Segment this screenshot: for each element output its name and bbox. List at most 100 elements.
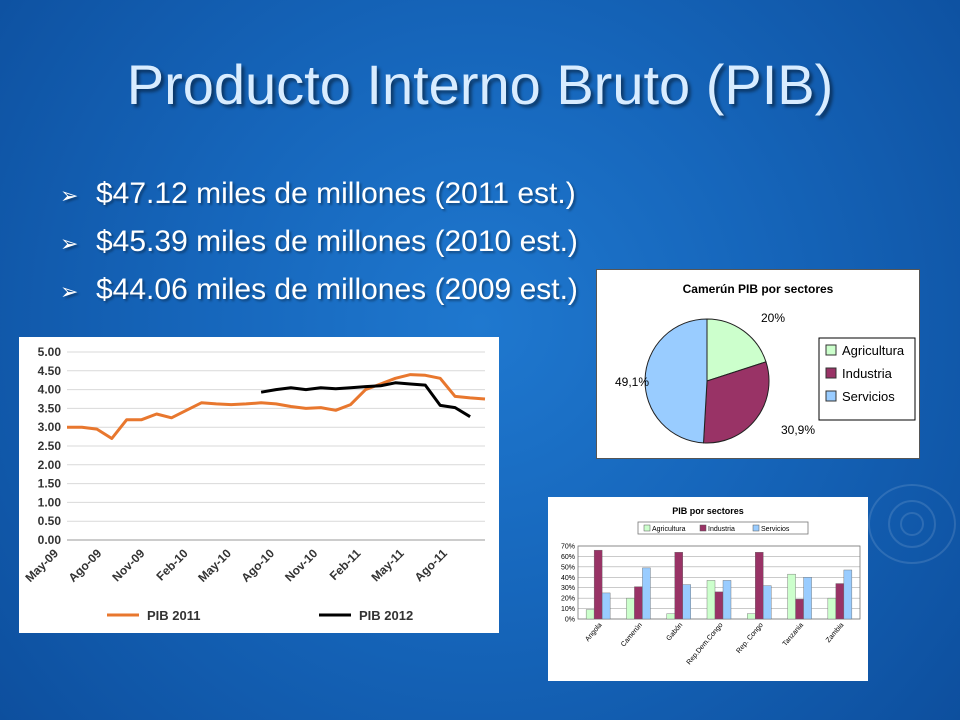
y-tick-label: 0% bbox=[565, 617, 575, 624]
legend-swatch bbox=[643, 524, 651, 532]
x-tick-label: Rep.Dem.Congo bbox=[686, 622, 725, 667]
y-tick-label: 2.50 bbox=[38, 439, 62, 453]
bullet-list: ➢ $47.12 miles de millones (2011 est.) ➢ $… bbox=[60, 170, 578, 314]
x-tick-label: Camerún bbox=[620, 622, 644, 649]
bar bbox=[763, 585, 772, 620]
y-tick-label: 50% bbox=[561, 564, 575, 571]
legend-label: Industria bbox=[708, 526, 735, 533]
bar bbox=[682, 584, 691, 620]
bar-chart-panel: PIB por sectores Agricultura Industria Serv… bbox=[548, 497, 868, 681]
x-tick-label: Nov-09 bbox=[109, 546, 147, 584]
y-tick-label: 0.50 bbox=[38, 514, 62, 528]
x-tick-label: Angola bbox=[584, 622, 603, 643]
y-tick-label: 40% bbox=[561, 575, 575, 582]
ripple-decoration bbox=[868, 484, 956, 564]
y-tick-label: 70% bbox=[561, 544, 575, 551]
bar bbox=[787, 573, 796, 620]
bar bbox=[666, 613, 675, 620]
series-line bbox=[260, 381, 471, 418]
bullet-item: ➢ $44.06 miles de millones (2009 est.) bbox=[60, 266, 578, 314]
x-tick-label: Ago-09 bbox=[66, 546, 105, 585]
ripple-decoration bbox=[900, 512, 924, 536]
bar bbox=[674, 552, 683, 620]
line-chart-panel: 5.00 4.50 4.00 3.50 3.00 2.50 2.00 1.50 1.00 0.50… bbox=[19, 337, 499, 633]
bar-title: PIB por sectores bbox=[672, 506, 744, 516]
bar bbox=[803, 577, 812, 620]
y-tick-label: 3.00 bbox=[38, 420, 62, 434]
legend-label: Servicios bbox=[761, 526, 790, 533]
legend-label: Agricultura bbox=[652, 526, 686, 533]
x-tick-label: Feb-10 bbox=[153, 546, 190, 583]
y-tick-label: 10% bbox=[561, 606, 575, 613]
y-tick-label: 3.50 bbox=[38, 401, 62, 415]
pie-chart: Camerún PIB por sectores 20% Agricultura 30… bbox=[615, 282, 916, 444]
bar bbox=[714, 591, 724, 620]
x-tick-label: Tanzania bbox=[782, 622, 805, 648]
bar bbox=[722, 580, 732, 620]
x-tick-label: May-11 bbox=[369, 546, 407, 584]
bar bbox=[747, 613, 756, 620]
y-tick-label: 1.00 bbox=[38, 495, 62, 509]
bar bbox=[585, 609, 595, 620]
pie-slice bbox=[702, 361, 770, 444]
y-tick-label: 30% bbox=[561, 585, 575, 592]
legend-swatch bbox=[752, 524, 760, 532]
bullet-item: ➢ $47.12 miles de millones (2011 est.) bbox=[60, 170, 578, 218]
bullet-text: $45.39 miles de millones (2010 est.) bbox=[96, 225, 578, 258]
bar bbox=[593, 549, 603, 620]
bar bbox=[634, 586, 643, 620]
x-tick-label: Ago-11 bbox=[412, 546, 450, 584]
arrow-right-icon: ➢ bbox=[60, 231, 79, 256]
legend-swatch bbox=[825, 367, 837, 379]
pie-data-label: 20% bbox=[761, 311, 785, 325]
bar bbox=[601, 592, 611, 620]
x-tick-label: Ago-10 bbox=[238, 546, 277, 585]
y-tick-label: 4.00 bbox=[38, 383, 62, 397]
bar bbox=[835, 583, 845, 620]
bar bbox=[626, 597, 635, 620]
bullet-text: $44.06 miles de millones (2009 est.) bbox=[96, 273, 578, 306]
y-tick-label: 20% bbox=[561, 596, 575, 603]
bar bbox=[755, 552, 764, 620]
arrow-right-icon: ➢ bbox=[60, 183, 79, 208]
legend-swatch bbox=[825, 344, 837, 356]
pie-title: Camerún PIB por sectores bbox=[683, 282, 834, 296]
y-tick-label: 1.50 bbox=[38, 477, 62, 491]
bullet-text: $47.12 miles de millones (2011 est.) bbox=[96, 177, 576, 210]
y-tick-label: 2.00 bbox=[38, 458, 62, 472]
series-line bbox=[67, 373, 486, 440]
bar bbox=[827, 597, 837, 620]
bar-chart: PIB por sectores Agricultura Industria Serv… bbox=[561, 506, 861, 667]
legend-label: Agricultura bbox=[842, 343, 905, 358]
pie-data-label: 49,1% bbox=[615, 375, 649, 389]
legend-label: PIB 2011 bbox=[147, 608, 201, 623]
pie-slice bbox=[706, 318, 767, 382]
x-tick-label: May-10 bbox=[195, 546, 234, 585]
bar bbox=[706, 580, 716, 620]
x-tick-label: Zambia bbox=[825, 622, 845, 644]
y-tick-label: 4.50 bbox=[38, 364, 62, 378]
legend-label: Servicios bbox=[842, 389, 895, 404]
x-tick-label: May-09 bbox=[22, 546, 61, 585]
y-tick-label: 60% bbox=[561, 554, 575, 561]
pie-slice bbox=[644, 318, 708, 444]
arrow-right-icon: ➢ bbox=[60, 279, 79, 304]
slide-title: Producto Interno Bruto (PIB) bbox=[126, 53, 834, 116]
x-tick-label: Nov-10 bbox=[282, 546, 320, 584]
x-tick-label: Rep. Congo bbox=[735, 622, 764, 655]
pie-data-label: 30,9% bbox=[781, 423, 815, 437]
bar bbox=[843, 569, 853, 620]
bar bbox=[795, 598, 804, 620]
pie-chart-panel: Camerún PIB por sectores 20% Agricultura 30… bbox=[596, 269, 920, 459]
legend-label: Industria bbox=[842, 366, 893, 381]
legend-box bbox=[818, 337, 916, 421]
y-tick-label: 0.00 bbox=[38, 533, 62, 547]
x-tick-label: Feb-11 bbox=[327, 546, 364, 583]
bullet-item: ➢ $45.39 miles de millones (2010 est.) bbox=[60, 218, 578, 266]
legend-label: PIB 2012 bbox=[359, 608, 413, 623]
bar bbox=[642, 567, 651, 620]
legend-box bbox=[637, 521, 809, 535]
legend-swatch bbox=[699, 524, 707, 532]
legend-swatch bbox=[825, 390, 837, 402]
y-tick-label: 5.00 bbox=[38, 345, 62, 359]
